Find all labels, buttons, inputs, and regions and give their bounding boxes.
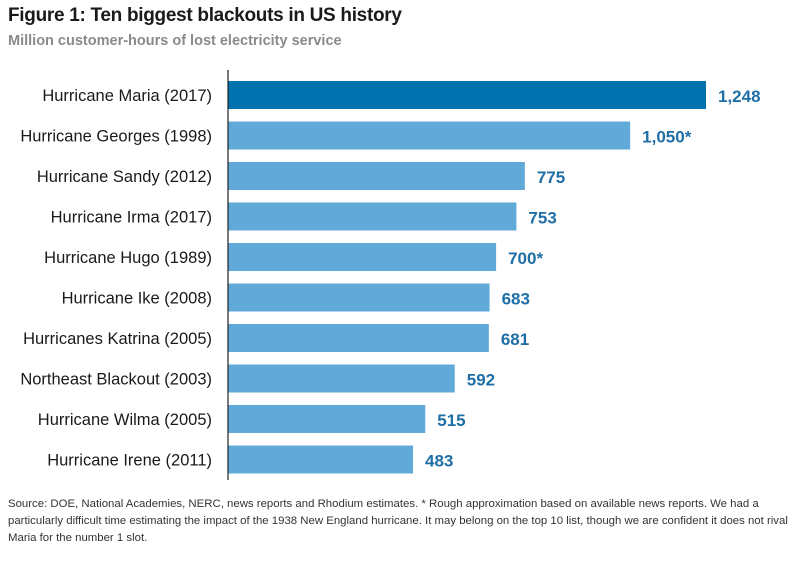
source-note: Source: DOE, National Academies, NERC, n… <box>8 498 788 544</box>
bar <box>228 283 490 312</box>
category-label: Hurricane Maria (2017) <box>42 87 212 105</box>
bar-chart: Hurricane Maria (2017) 1,248 Hurricane Geo… <box>20 70 761 480</box>
category-label: Hurricane Irma (2017) <box>51 209 212 227</box>
value-label: 683 <box>502 290 530 309</box>
bar <box>228 81 706 109</box>
category-label: Hurricanes Katrina (2005) <box>23 330 212 348</box>
bar <box>228 445 413 474</box>
category-label: Northeast Blackout (2003) <box>20 371 212 389</box>
value-label: 681 <box>501 330 529 349</box>
bar <box>228 364 455 393</box>
bar <box>228 324 489 352</box>
value-label: 483 <box>425 452 453 471</box>
category-label: Hurricane Wilma (2005) <box>38 411 212 429</box>
value-label: 515 <box>437 411 465 430</box>
value-label: 700* <box>508 249 543 268</box>
value-label: 775 <box>537 168 565 187</box>
value-label: 1,050* <box>642 128 692 147</box>
bar <box>228 162 525 190</box>
category-label: Hurricane Georges (1998) <box>20 128 212 146</box>
category-label: Hurricane Ike (2008) <box>62 290 212 308</box>
category-label: Hurricane Sandy (2012) <box>37 168 212 186</box>
value-label: 1,248 <box>718 87 761 106</box>
value-label: 753 <box>528 209 556 228</box>
bar <box>228 121 631 150</box>
bar <box>228 405 426 433</box>
bar <box>228 202 517 231</box>
category-label: Hurricane Irene (2011) <box>47 452 212 470</box>
chart-title: Figure 1: Ten biggest blackouts in US hi… <box>8 5 402 26</box>
chart-subtitle: Million customer-hours of lost electrici… <box>8 33 342 49</box>
bar <box>228 243 497 271</box>
category-label: Hurricane Hugo (1989) <box>44 249 212 267</box>
value-label: 592 <box>467 371 495 390</box>
